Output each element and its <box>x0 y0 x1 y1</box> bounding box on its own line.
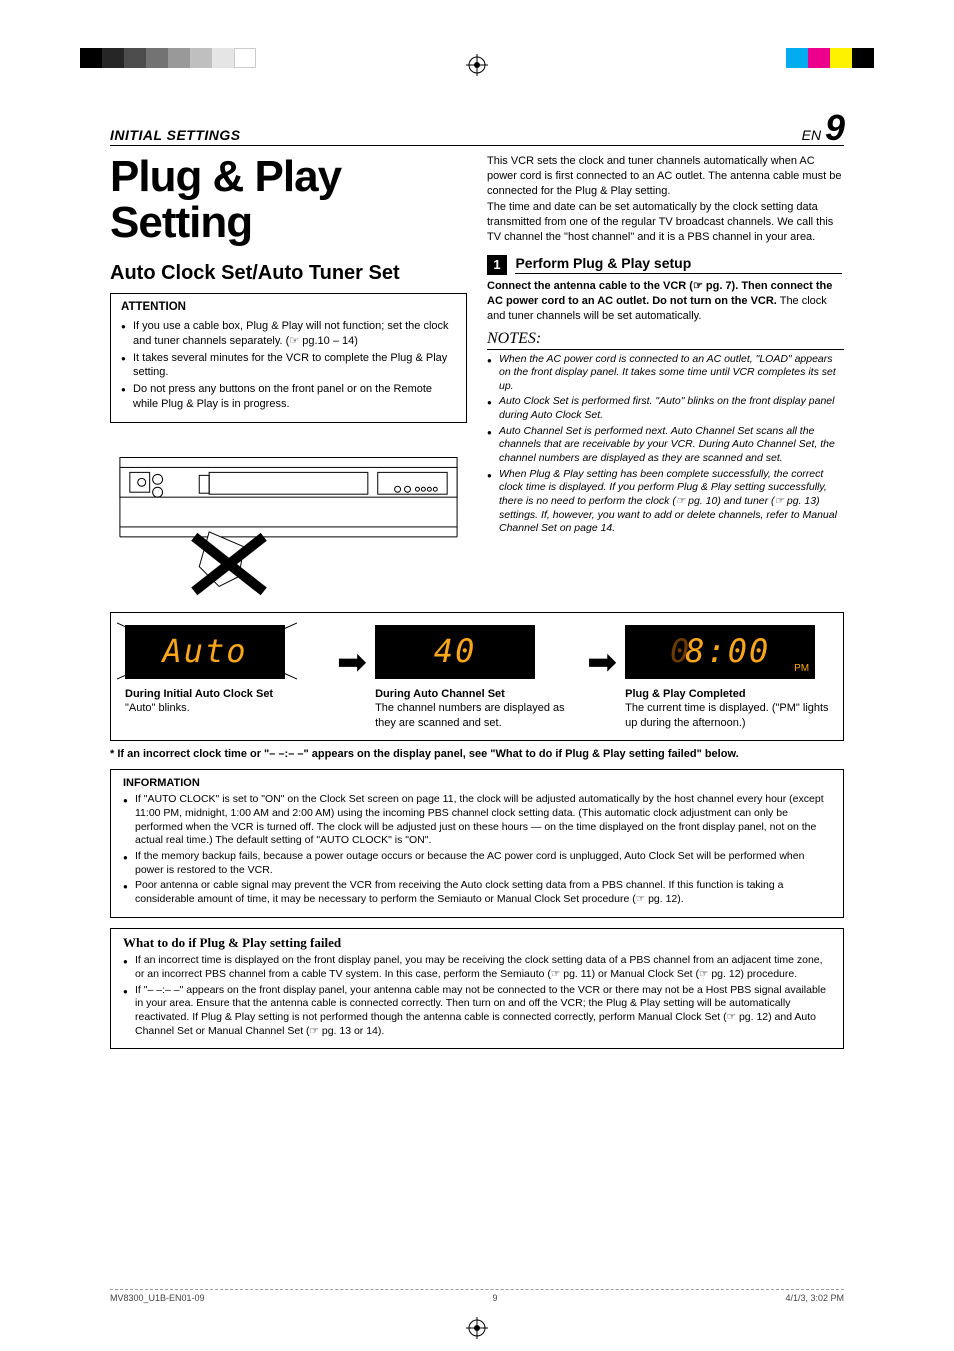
pm-indicator: PM <box>794 662 809 675</box>
list-item: It takes several minutes for the VCR to … <box>121 351 456 381</box>
page-footer: MV8300_U1B-EN01-09 9 4/1/3, 3:02 PM <box>110 1289 844 1303</box>
list-item: If an incorrect time is displayed on the… <box>123 954 831 981</box>
page-number-region: EN 9 <box>802 115 844 143</box>
step-number-icon: 1 <box>487 255 507 275</box>
gray-ramp-marks <box>80 48 300 68</box>
en-label: EN <box>802 127 821 143</box>
information-box: INFORMATION If "AUTO CLOCK" is set to "O… <box>110 769 844 917</box>
page-header: INITIAL SETTINGS EN 9 <box>110 115 844 146</box>
seg-text: Auto <box>162 631 247 673</box>
seg-text: 40 <box>434 631 477 673</box>
page-content: INITIAL SETTINGS EN 9 Plug & Play Settin… <box>110 115 844 1296</box>
display-auto-sub: "Auto" blinks. <box>125 701 329 715</box>
intro-paragraph-1: This VCR sets the clock and tuner channe… <box>487 154 844 200</box>
registration-mark-top <box>466 54 488 76</box>
attention-box: ATTENTION If you use a cable box, Plug &… <box>110 293 467 423</box>
list-item: If the memory backup fails, because a po… <box>123 850 831 877</box>
footer-right: 4/1/3, 3:02 PM <box>785 1293 844 1303</box>
failed-list: If an incorrect time is displayed on the… <box>123 954 831 1038</box>
list-item: Auto Channel Set is performed next. Auto… <box>487 425 844 466</box>
list-item: If "– –:– –" appears on the front displa… <box>123 984 831 1039</box>
information-list: If "AUTO CLOCK" is set to "ON" on the Cl… <box>123 793 831 906</box>
display-channel: 40 During Auto Channel Set The channel n… <box>375 625 579 730</box>
list-item: Auto Clock Set is performed first. "Auto… <box>487 395 844 422</box>
display-sequence-box: Auto During Initial Auto Clock Set "Auto… <box>110 612 844 741</box>
failed-box: What to do if Plug & Play setting failed… <box>110 928 844 1050</box>
vcr-illustration <box>110 437 467 597</box>
display-channel-sub: The channel numbers are displayed as the… <box>375 701 579 730</box>
list-item: Do not press any buttons on the front pa… <box>121 382 456 412</box>
cmyk-marks <box>786 48 874 68</box>
list-item: When Plug & Play setting has been comple… <box>487 468 844 536</box>
display-clock-sub: The current time is displayed. ("PM" lig… <box>625 701 829 730</box>
left-column: Plug & Play Setting Auto Clock Set/Auto … <box>110 154 467 602</box>
footer-left: MV8300_U1B-EN01-09 <box>110 1293 205 1303</box>
display-clock-label: Plug & Play Completed <box>625 687 829 701</box>
failed-title: What to do if Plug & Play setting failed <box>123 935 831 952</box>
step-1-body: Connect the antenna cable to the VCR (☞ … <box>487 279 844 324</box>
footer-mid: 9 <box>493 1293 498 1303</box>
notes-list: When the AC power cord is connected to a… <box>487 353 844 536</box>
display-channel-label: During Auto Channel Set <box>375 687 579 701</box>
section-title: INITIAL SETTINGS <box>110 127 241 143</box>
intro-paragraph-2: The time and date can be set automatical… <box>487 200 844 246</box>
page-number: 9 <box>825 107 844 148</box>
seg-display-channel: 40 <box>375 625 535 679</box>
list-item: Poor antenna or cable signal may prevent… <box>123 879 831 906</box>
display-auto: Auto During Initial Auto Clock Set "Auto… <box>125 625 329 716</box>
main-title: Plug & Play Setting <box>110 154 467 246</box>
arrow-icon: ➡ <box>585 641 619 683</box>
seg-display-clock: 0 8:00 PM <box>625 625 815 679</box>
asterisk-note: * If an incorrect clock time or "– –:– –… <box>110 747 844 761</box>
display-auto-label: During Initial Auto Clock Set <box>125 687 329 701</box>
information-title: INFORMATION <box>123 776 831 790</box>
attention-title: ATTENTION <box>121 300 456 316</box>
display-clock: 0 8:00 PM Plug & Play Completed The curr… <box>625 625 829 730</box>
seg-text: 8:00 <box>685 631 770 673</box>
notes-title: NOTES: <box>487 330 844 350</box>
subtitle: Auto Clock Set/Auto Tuner Set <box>110 262 467 285</box>
arrow-icon: ➡ <box>335 641 369 683</box>
list-item: When the AC power cord is connected to a… <box>487 353 844 394</box>
list-item: If you use a cable box, Plug & Play will… <box>121 319 456 349</box>
registration-mark-bottom <box>466 1317 488 1339</box>
attention-list: If you use a cable box, Plug & Play will… <box>121 319 456 412</box>
list-item: If "AUTO CLOCK" is set to "ON" on the Cl… <box>123 793 831 848</box>
right-column: This VCR sets the clock and tuner channe… <box>487 154 844 602</box>
step-1: 1 Perform Plug & Play setup Connect the … <box>487 255 844 324</box>
step-1-title: Perform Plug & Play setup <box>515 255 842 274</box>
seg-display-auto: Auto <box>125 625 285 679</box>
